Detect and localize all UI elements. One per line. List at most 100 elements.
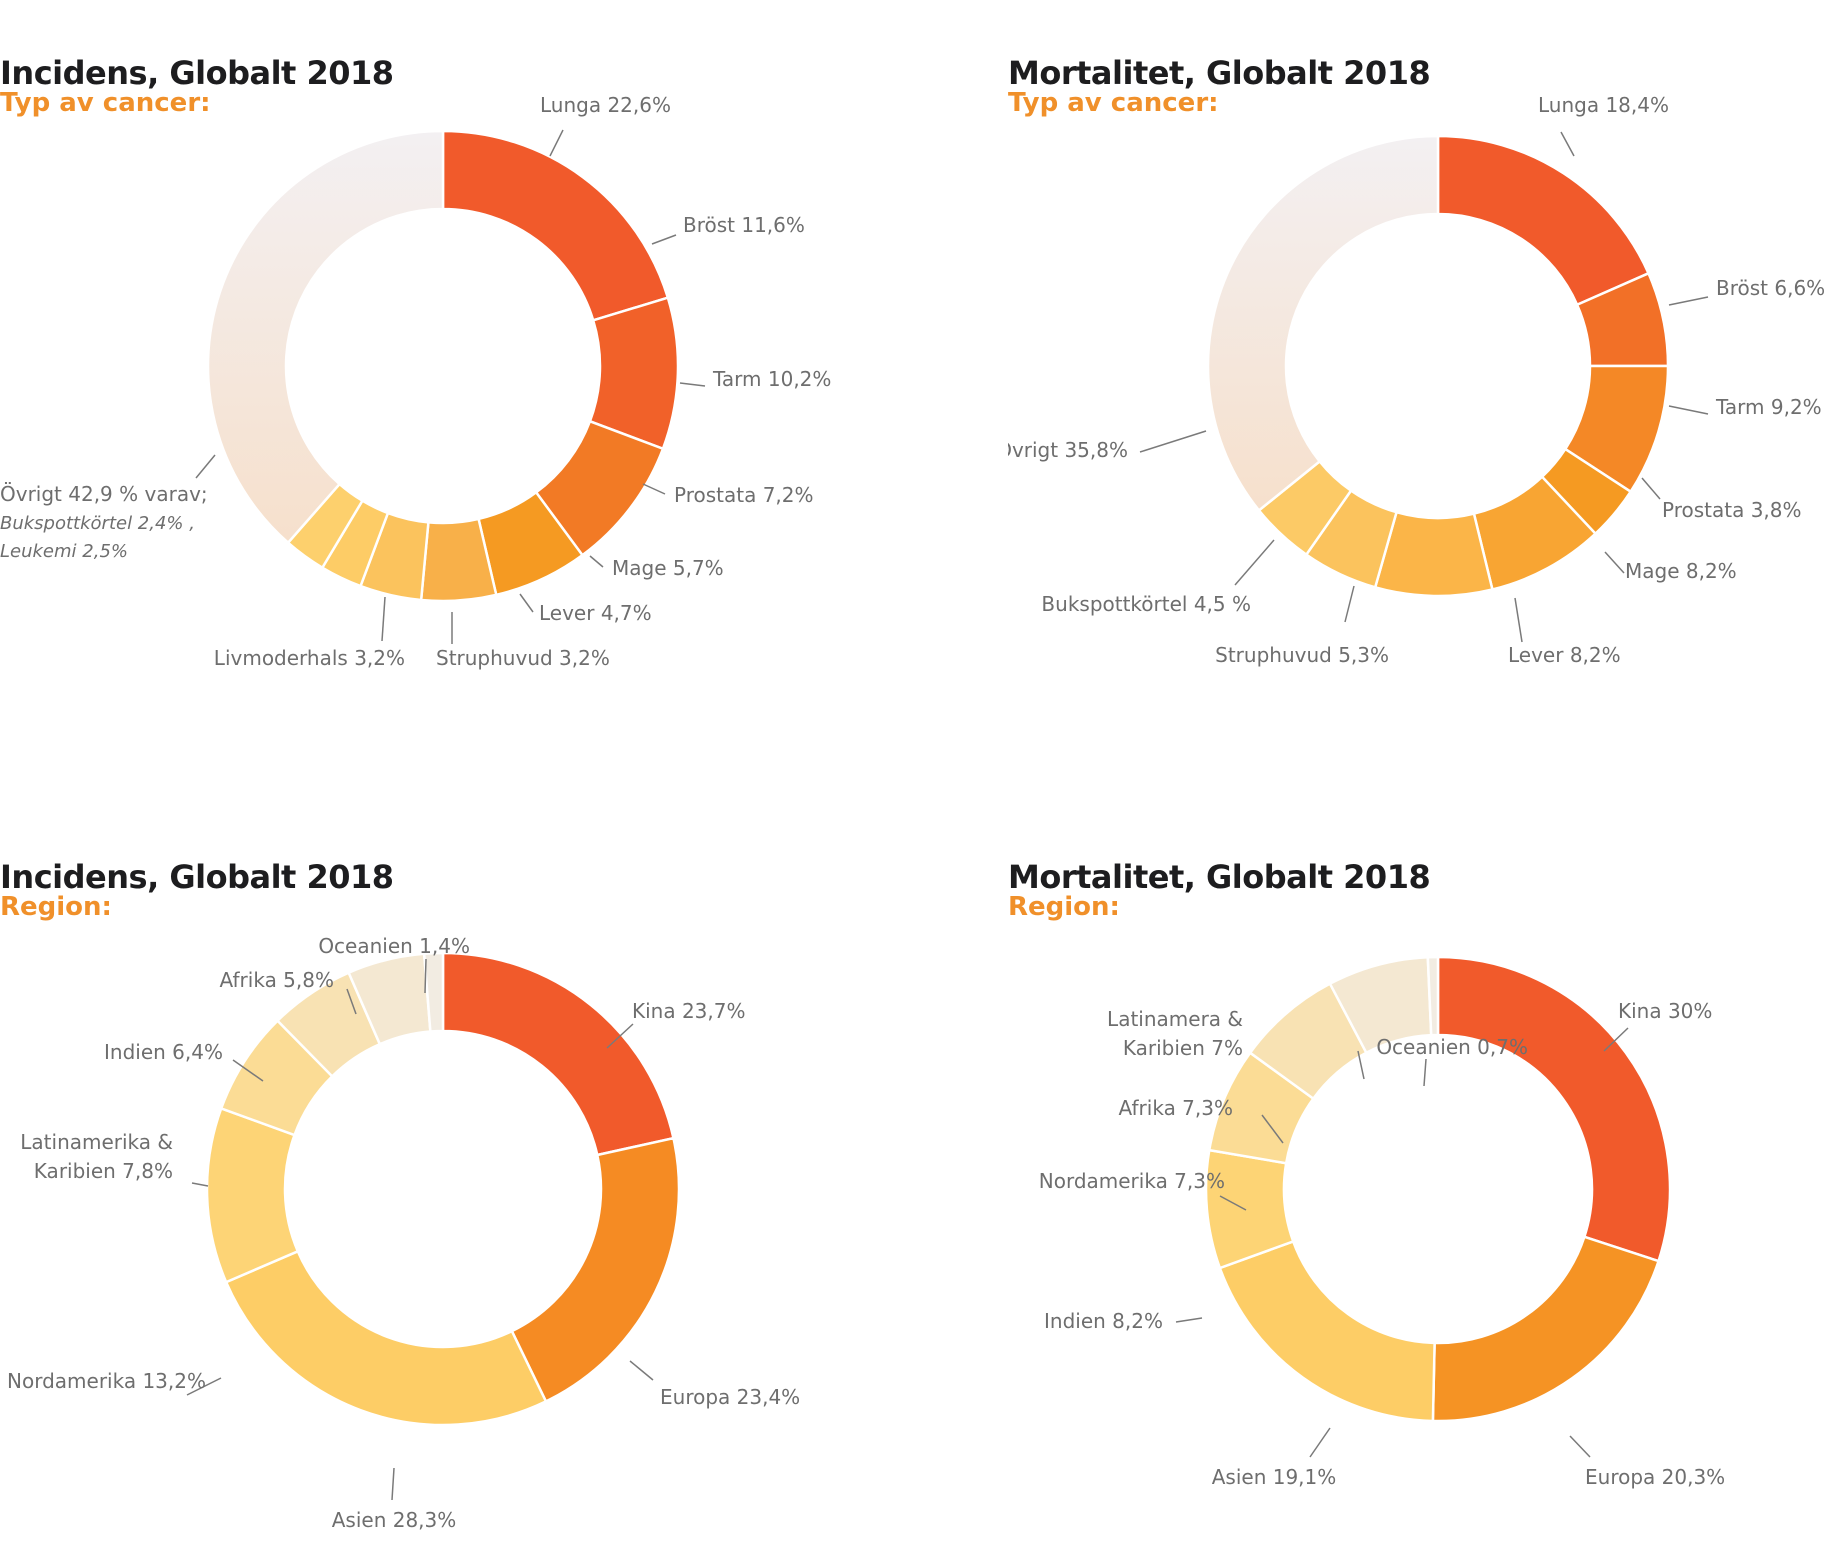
data-label-ovrigt: Övrigt 35,8% xyxy=(1008,438,1128,462)
data-label-ovrigt: Övrigt 42,9 % varav; xyxy=(0,482,208,506)
data-label-nordamerika: Nordamerika 7,3% xyxy=(1039,1169,1225,1193)
slice-lunga xyxy=(1436,134,1651,307)
data-label-kina: Kina 30% xyxy=(1618,999,1712,1023)
leader-line-indien xyxy=(1175,1317,1203,1323)
slice-asien xyxy=(1218,1239,1436,1423)
data-label-indien: Indien 6,4% xyxy=(104,1040,223,1064)
chart-panel-incidence-cancer-type: Incidens, Globalt 2018 Typ av cancer: Lu… xyxy=(0,0,916,775)
donut-chart: Kina 23,7% Europa 23,4% Asien 28,3% Nordame… xyxy=(7,934,800,1532)
data-label-tarm: Tarm 10,2% xyxy=(712,367,831,391)
leader-line-afrika xyxy=(346,988,357,1015)
data-label-brost: Bröst 6,6% xyxy=(1716,276,1825,300)
data-label-latinamera-karibien: Latinamera & xyxy=(1107,1007,1243,1031)
leader-line-brost xyxy=(1668,296,1709,306)
chart-subtitle: Typ av cancer: xyxy=(0,88,211,118)
data-label-oceanien: Oceanien 1,4% xyxy=(318,934,470,958)
data-label-brost: Bröst 11,6% xyxy=(683,213,805,237)
slice-asien xyxy=(224,1249,548,1427)
slice-lunga xyxy=(441,129,670,322)
leader-line-kina xyxy=(606,1023,634,1049)
data-label-oceanien: Oceanien 0,7% xyxy=(1376,1035,1528,1059)
slice-europa xyxy=(1431,1235,1661,1423)
leader-line-indien xyxy=(232,1059,264,1082)
data-label-europa: Europa 23,4% xyxy=(660,1385,800,1409)
leader-line-lunga xyxy=(549,129,564,157)
leader-line-prostata xyxy=(642,483,666,495)
leader-line-mage xyxy=(589,555,604,568)
leader-line-lever xyxy=(519,593,534,613)
slice-europa xyxy=(510,1136,681,1404)
data-label-afrika: Afrika 5,8% xyxy=(220,968,334,992)
slice-oceanien xyxy=(1426,955,1440,1037)
data-label-note: Leukemi 2,5% xyxy=(0,541,128,562)
data-label-afrika: Afrika 7,3% xyxy=(1119,1096,1233,1120)
leader-line-bukspottkortel xyxy=(1234,539,1275,586)
data-label-prostata: Prostata 3,8% xyxy=(1662,498,1802,522)
chart-title: Incidens, Globalt 2018 xyxy=(0,54,394,92)
data-label-nordamerika: Nordamerika 13,2% xyxy=(7,1369,206,1393)
chart-subtitle: Typ av cancer: xyxy=(1008,88,1219,118)
leader-line-europa xyxy=(1569,1435,1591,1458)
chart-panel-mortality-cancer-type: Mortalitet, Globalt 2018 Typ av cancer: … xyxy=(1008,0,1832,775)
data-label-kina: Kina 23,7% xyxy=(632,999,746,1023)
chart-subtitle: Region: xyxy=(1008,892,1120,922)
data-label-struphuvud: Struphuvud 3,2% xyxy=(436,646,610,670)
data-label-asien: Asien 19,1% xyxy=(1212,1465,1337,1489)
leader-line-asien xyxy=(391,1467,395,1501)
donut-chart: Kina 30% Europa 20,3% Asien 19,1% Indien 8,… xyxy=(1039,955,1725,1489)
data-label-struphuvud: Struphuvud 5,3% xyxy=(1215,643,1389,667)
data-label-tarm: Tarm 9,2% xyxy=(1715,395,1822,419)
data-label-mage: Mage 5,7% xyxy=(612,556,724,580)
leader-line-nordamerika xyxy=(1219,1195,1247,1211)
chart-panel-mortality-region: Mortalitet, Globalt 2018 Region: Kina 30… xyxy=(1008,775,1832,1550)
leader-line-ovrigt xyxy=(195,454,216,479)
leader-line-nordamerika xyxy=(186,1377,222,1396)
slice-kina xyxy=(1436,955,1672,1263)
leader-line-tarm xyxy=(1668,405,1709,415)
slice-ovrigt xyxy=(206,129,445,545)
data-label-mage: Mage 8,2% xyxy=(1625,559,1737,583)
data-label-latinamera-karibien: Karibien 7% xyxy=(1123,1036,1243,1060)
leader-line-oceanien xyxy=(424,958,427,994)
data-label-lunga: Lunga 18,4% xyxy=(1538,93,1669,117)
chart-subtitle: Region: xyxy=(0,892,112,922)
data-label-latinamerika-karibien: Latinamerika & xyxy=(20,1130,173,1154)
slice-ovrigt xyxy=(1206,134,1440,513)
leader-line-prostata xyxy=(1641,477,1661,500)
slice-kina xyxy=(441,951,675,1157)
slice-nordamerika xyxy=(205,1106,300,1284)
data-label-prostata: Prostata 7,2% xyxy=(674,483,814,507)
donut-chart: Lunga 22,6% Bröst 11,6% Tarm 10,2% Prostata… xyxy=(0,93,831,670)
data-label-indien: Indien 8,2% xyxy=(1044,1309,1163,1333)
data-label-europa: Europa 20,3% xyxy=(1585,1465,1725,1489)
data-label-asien: Asien 28,3% xyxy=(332,1508,457,1532)
chart-title: Mortalitet, Globalt 2018 xyxy=(1008,858,1431,896)
leader-line-tarm xyxy=(679,382,706,387)
leader-line-lever xyxy=(1514,597,1523,643)
donut-chart: Lunga 18,4% Bröst 6,6% Tarm 9,2% Prostata 3… xyxy=(1008,93,1825,667)
leader-line-latinamera-karibien xyxy=(1357,1050,1365,1080)
leader-line-lunga xyxy=(1560,131,1575,157)
data-label-lever: Lever 4,7% xyxy=(539,601,652,625)
leader-line-struphuvud xyxy=(1344,585,1355,623)
leader-line-oceanien xyxy=(1423,1058,1427,1087)
leader-line-ovrigt xyxy=(1139,430,1207,453)
chart-panel-incidence-region: Incidens, Globalt 2018 Region: Kina 23,7… xyxy=(0,775,916,1550)
leader-line-brost xyxy=(651,234,677,245)
data-label-note: Bukspottkörtel 2,4% , xyxy=(0,513,195,534)
leader-line-asien xyxy=(1309,1427,1331,1458)
slice-oceanien xyxy=(422,951,445,1033)
chart-title: Mortalitet, Globalt 2018 xyxy=(1008,54,1431,92)
data-label-latinamerika-karibien: Karibien 7,8% xyxy=(34,1159,173,1183)
leader-line-latinamerika-karibien xyxy=(191,1182,209,1187)
leader-line-mage xyxy=(1604,551,1625,574)
leader-line-afrika xyxy=(1261,1114,1284,1144)
data-label-livmoderhals: Livmoderhals 3,2% xyxy=(214,646,405,670)
leader-line-kina xyxy=(1603,1027,1629,1052)
leader-line-livmoderhals xyxy=(381,596,386,642)
data-label-bukspottkortel: Bukspottkörtel 4,5 % xyxy=(1041,592,1251,616)
data-label-lever: Lever 8,2% xyxy=(1508,643,1621,667)
data-label-lunga: Lunga 22,6% xyxy=(540,93,671,117)
leader-line-europa xyxy=(629,1360,654,1381)
